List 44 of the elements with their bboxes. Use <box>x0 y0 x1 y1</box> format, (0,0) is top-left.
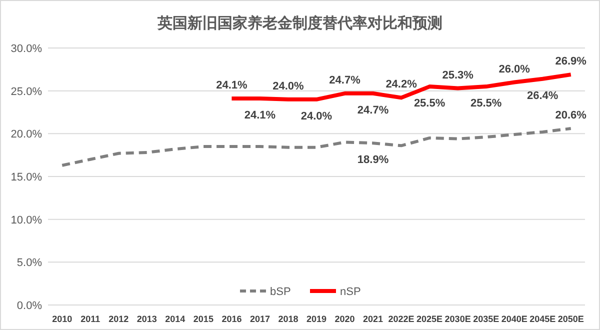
y-tick-label: 0.0% <box>16 300 42 312</box>
x-tick-label: 2016 <box>222 314 242 324</box>
y-tick-label: 15.0% <box>10 172 42 184</box>
data-label: 25.5% <box>414 98 446 110</box>
data-label: 26.4% <box>527 90 558 102</box>
x-tick-label: 2015 <box>193 314 214 324</box>
x-tick-label: 2018 <box>278 314 298 324</box>
legend-label: bSP <box>270 286 291 298</box>
x-tick-label: 2021 <box>363 314 384 324</box>
x-tick-label: 2019 <box>306 314 327 324</box>
data-label: 25.3% <box>442 69 474 82</box>
legend-label: nSP <box>340 286 361 298</box>
data-label: 25.5% <box>470 98 502 110</box>
x-tick-label: 2045E <box>530 314 556 324</box>
data-label: 24.0% <box>272 80 304 92</box>
y-tick-label: 5.0% <box>16 257 42 270</box>
data-label: 18.9% <box>357 154 389 166</box>
y-tick-label: 30.0% <box>10 43 42 55</box>
data-label: 24.1% <box>244 110 276 122</box>
y-tick-label: 20.0% <box>10 128 42 141</box>
y-tick-label: 10.0% <box>10 214 42 226</box>
x-tick-label: 2013 <box>136 314 157 324</box>
y-tick-label: 25.0% <box>10 86 42 98</box>
x-tick-label: 2010 <box>52 314 72 324</box>
x-tick-label: 2020 <box>334 314 355 324</box>
data-label: 24.2% <box>386 78 418 91</box>
x-tick-label: 2022E <box>388 314 414 324</box>
data-label: 24.7% <box>329 74 361 86</box>
x-tick-label: 2040E <box>501 314 528 324</box>
x-tick-label: 2011 <box>80 314 100 324</box>
data-label: 24.1% <box>216 80 248 92</box>
data-label: 24.0% <box>300 110 332 122</box>
x-tick-label: 2035E <box>473 314 500 324</box>
data-label: 26.0% <box>498 63 530 76</box>
x-tick-label: 2012 <box>108 314 129 324</box>
data-label: 20.6% <box>555 110 587 122</box>
data-label: 24.7% <box>357 104 389 116</box>
x-tick-label: 2030E <box>444 314 471 324</box>
chart-title: 英国新旧国家养老金制度替代率对比和预测 <box>156 14 442 32</box>
x-tick-label: 2025E <box>416 314 443 324</box>
x-tick-label: 2017 <box>250 314 270 324</box>
x-tick-label: 2014 <box>165 314 186 324</box>
x-tick-label: 2050E <box>558 314 584 324</box>
data-label: 26.9% <box>555 56 587 68</box>
